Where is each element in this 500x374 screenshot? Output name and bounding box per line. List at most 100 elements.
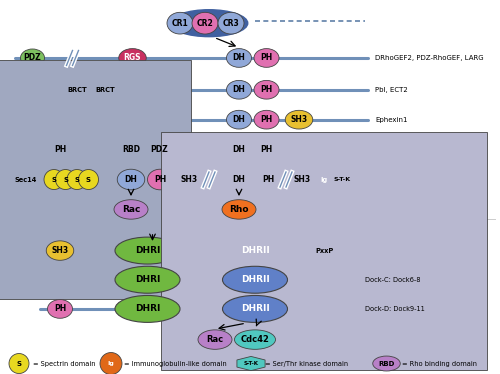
Ellipse shape [222,237,288,264]
Text: SH3: SH3 [52,246,68,255]
Text: Rac: Rac [206,335,224,344]
Text: DHRI: DHRI [135,304,160,313]
Text: RBD: RBD [122,145,140,154]
Text: Pbl, ECT2: Pbl, ECT2 [375,87,408,93]
Text: Dock-D: Dock9-11: Dock-D: Dock9-11 [365,306,425,312]
Ellipse shape [167,12,193,34]
Ellipse shape [117,169,145,190]
Text: = Ser/Thr kinase domain: = Ser/Thr kinase domain [265,361,348,367]
Text: DH: DH [232,85,245,94]
Text: DHRI: DHRI [135,275,160,284]
Ellipse shape [115,237,180,264]
Text: S: S [16,361,21,367]
Text: RBD: RBD [378,361,394,367]
Ellipse shape [234,330,276,349]
Text: = Spectrin domain: = Spectrin domain [33,361,96,367]
Text: DH: DH [232,175,245,184]
Text: Rac: Rac [122,205,140,214]
Ellipse shape [176,169,203,190]
Text: PDZ: PDZ [24,53,42,62]
Text: DHRII: DHRII [240,304,270,313]
Text: DH: DH [124,175,138,184]
Ellipse shape [44,169,64,190]
Text: Trio: Trio [375,177,388,183]
Text: DRhoGEF2, PDZ-RhoGEF, LARG: DRhoGEF2, PDZ-RhoGEF, LARG [375,55,484,61]
Ellipse shape [226,140,252,159]
Ellipse shape [114,200,148,219]
FancyBboxPatch shape [161,132,487,370]
Ellipse shape [254,49,279,67]
Text: BRCT: BRCT [95,87,115,93]
Ellipse shape [115,295,180,322]
Ellipse shape [226,49,252,67]
Text: Sec14: Sec14 [15,177,37,183]
Text: PH: PH [260,145,272,154]
Text: CR1: CR1 [172,19,188,28]
Text: PxxP: PxxP [315,248,333,254]
Text: Ig: Ig [320,177,328,183]
Ellipse shape [226,80,252,99]
Ellipse shape [289,169,316,190]
Text: S-T-K: S-T-K [334,177,351,182]
Text: S: S [52,177,57,183]
Ellipse shape [117,140,145,159]
Text: Cdc42: Cdc42 [240,335,270,344]
Text: SH3: SH3 [290,115,308,124]
Text: S: S [63,177,68,183]
Ellipse shape [218,12,244,34]
Text: PH: PH [54,304,66,313]
Text: Dock-A: Dock180, Mbc, CED-5
Dock-B: Dock3, Dock4: Dock-A: Dock180, Mbc, CED-5 Dock-B: Dock… [365,244,464,257]
Text: Ephexin1: Ephexin1 [375,117,408,123]
Text: PH: PH [260,53,272,62]
Ellipse shape [48,140,72,159]
Text: DHRII: DHRII [240,275,270,284]
Text: DH: DH [232,115,245,124]
Text: Dock-C: Dock6-8: Dock-C: Dock6-8 [365,277,420,283]
Ellipse shape [313,169,335,190]
Text: DHRI: DHRI [135,246,160,255]
Ellipse shape [170,10,248,37]
Text: = Immunoglobulin-like domain: = Immunoglobulin-like domain [124,361,227,367]
Ellipse shape [256,169,280,190]
Text: RGS: RGS [124,53,142,62]
Ellipse shape [67,169,87,190]
Text: PH: PH [262,175,274,184]
Ellipse shape [115,266,180,293]
Text: PH: PH [260,115,272,124]
Ellipse shape [20,49,44,67]
Ellipse shape [226,110,252,129]
Polygon shape [330,172,355,187]
Ellipse shape [100,353,122,374]
Text: CR3: CR3 [222,19,240,28]
Ellipse shape [56,169,76,190]
Ellipse shape [146,140,172,159]
Ellipse shape [48,300,72,318]
Text: SH3: SH3 [180,175,198,184]
Ellipse shape [46,241,74,260]
Text: Tiam1, STEF: Tiam1, STEF [375,147,418,153]
Text: PDZ: PDZ [150,145,168,154]
Text: = Rho binding domain: = Rho binding domain [402,361,476,367]
FancyBboxPatch shape [91,81,119,98]
FancyBboxPatch shape [0,60,190,299]
Ellipse shape [222,295,288,322]
Text: Rho: Rho [229,205,249,214]
Ellipse shape [285,110,313,129]
Text: SH3: SH3 [294,175,311,184]
Text: CR2: CR2 [196,19,214,28]
Ellipse shape [254,140,279,159]
Ellipse shape [9,353,29,374]
Text: DH: DH [232,53,245,62]
Text: PH: PH [154,175,166,184]
Text: DHRII: DHRII [240,246,270,255]
Ellipse shape [222,200,256,219]
Ellipse shape [373,356,400,371]
Ellipse shape [254,110,279,129]
Ellipse shape [198,330,232,349]
Ellipse shape [222,266,288,293]
Ellipse shape [119,49,146,67]
Ellipse shape [192,12,218,34]
Polygon shape [237,356,265,371]
Text: S: S [86,177,91,183]
Ellipse shape [78,169,98,190]
